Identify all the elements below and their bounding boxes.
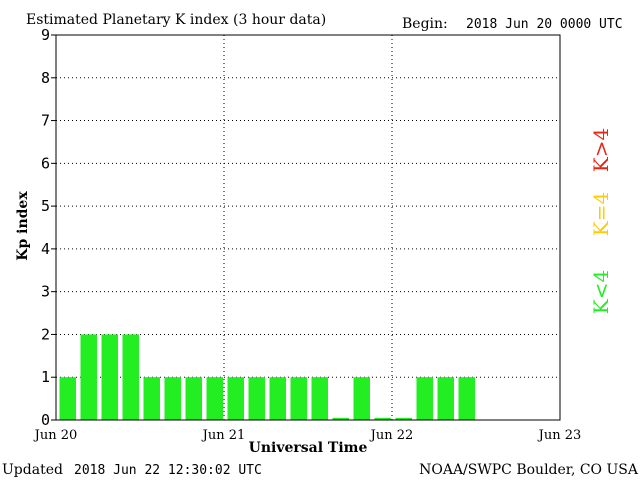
y-axis-label: Kp index (15, 191, 31, 261)
y-tick-label: 6 (41, 154, 50, 172)
y-tick-label: 9 (41, 26, 50, 44)
x-tick-label: Jun 23 (537, 428, 582, 443)
updated-value: 2018 Jun 22 12:30:02 UTC (74, 463, 262, 478)
kp-bar (227, 377, 244, 420)
kp-bar (332, 417, 349, 420)
kp-bar (80, 334, 97, 420)
y-tick-label: 5 (41, 197, 50, 215)
legend-label-k-equal-4: K=4 (589, 192, 613, 236)
x-tick-label: Jun 22 (369, 428, 414, 443)
y-tick-label: 3 (41, 283, 50, 301)
kp-bar (248, 377, 265, 420)
plot-area: 0 1 2 3 4 5 6 7 8 9 Jun 20 Jun 21 Jun 22 Jun 23 (33, 26, 582, 443)
kp-bar (395, 417, 412, 420)
legend-label-k-less-4: K<4 (589, 270, 613, 314)
y-tick-label: 8 (41, 69, 50, 87)
kp-bar (269, 377, 286, 420)
kp-bar (374, 417, 391, 420)
y-tick-label: 0 (41, 411, 50, 429)
y-tick-label: 1 (41, 368, 50, 386)
begin-value: 2018 Jun 20 0000 UTC (466, 17, 623, 32)
kp-bar (185, 377, 202, 420)
kp-bar (290, 377, 307, 420)
updated-label: Updated (2, 462, 63, 478)
kp-bar (437, 377, 454, 420)
x-tick-label: Jun 20 (33, 428, 78, 443)
kp-bar (458, 377, 475, 420)
begin-label: Begin: (402, 16, 448, 32)
kp-bar (143, 377, 160, 420)
kp-bar (353, 377, 370, 420)
kp-bar (122, 334, 139, 420)
kp-bar (59, 377, 76, 420)
legend-label-k-greater-4: K>4 (589, 128, 613, 172)
y-tick-label: 2 (41, 325, 50, 343)
chart-title: Estimated Planetary K index (3 hour data… (26, 12, 326, 28)
source-credit: NOAA/SWPC Boulder, CO USA (419, 462, 639, 478)
kp-bar (311, 377, 328, 420)
y-tick-label: 7 (41, 112, 50, 130)
plot-border (55, 34, 561, 421)
kp-bar (416, 377, 433, 420)
x-tick-label: Jun 21 (201, 428, 246, 443)
kp-bar (101, 334, 118, 420)
kp-bar (164, 377, 181, 420)
x-axis-label: Universal Time (249, 440, 368, 456)
y-tick-label: 4 (41, 240, 50, 258)
kp-bar (206, 377, 223, 420)
